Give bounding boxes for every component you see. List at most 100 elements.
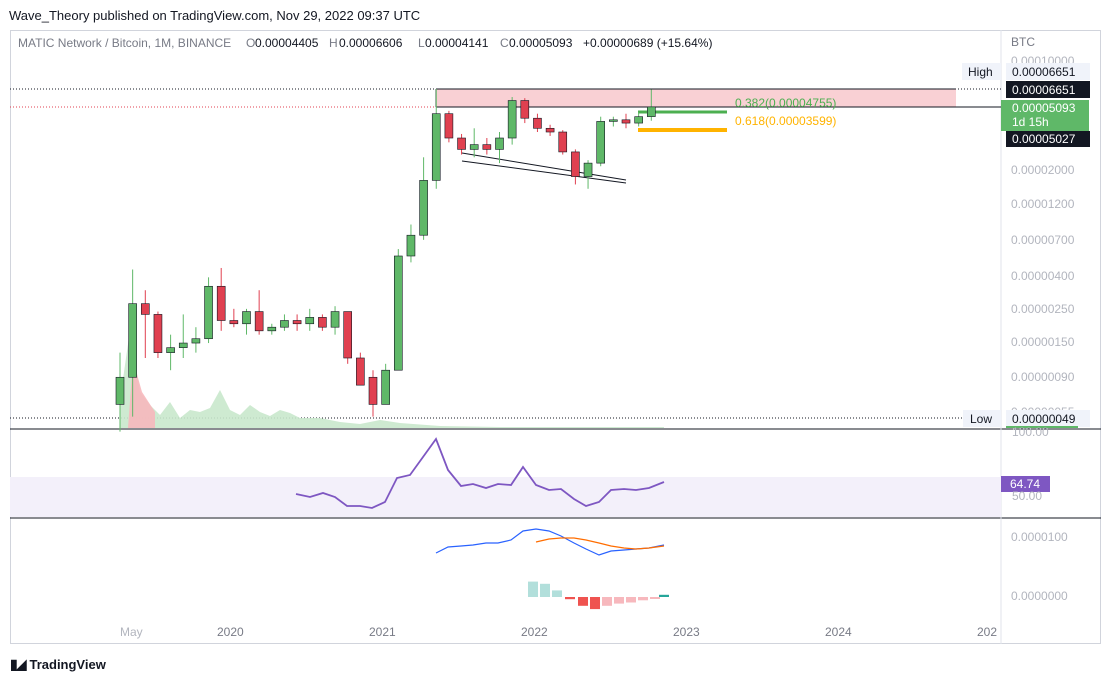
candle-body[interactable]: [406, 234, 416, 257]
time-axis[interactable]: May 2020 2021 2022 2023 2024 202: [120, 625, 997, 639]
last-price-value: 0.00005093: [1012, 101, 1076, 115]
candle-body[interactable]: [191, 338, 201, 344]
rsi-band: [10, 477, 1001, 517]
price-tick: 0.00000400: [1011, 269, 1075, 283]
symbol-title: MATIC Network / Bitcoin, 1M, BINANCE: [18, 36, 231, 50]
last-price-bg: [1001, 100, 1089, 131]
high-value-bg: [1006, 63, 1090, 80]
candle-body[interactable]: [431, 113, 441, 181]
candle-body[interactable]: [646, 106, 656, 117]
candle-body[interactable]: [330, 311, 340, 328]
candle-body[interactable]: [368, 376, 378, 405]
trendline-upper[interactable]: [461, 152, 627, 181]
price-tick: 0.00000250: [1011, 302, 1075, 316]
candle-body[interactable]: [507, 100, 517, 139]
fib-382-label: 0.382(0.00004755): [735, 96, 836, 110]
trendline-lower[interactable]: [461, 160, 627, 184]
candle-body[interactable]: [583, 162, 593, 177]
open-value: 0.00004405: [255, 36, 319, 50]
candle-body[interactable]: [318, 317, 327, 328]
time-tick: 2024: [825, 625, 852, 639]
macd-tick: 0.0000100: [1011, 530, 1068, 544]
macd-histogram-bar: [590, 597, 600, 610]
candle-body[interactable]: [533, 117, 542, 129]
line-price-bg: [1006, 81, 1090, 98]
rsi-hidden-top: 100.00: [1012, 425, 1049, 439]
rsi-value: 64.74: [1010, 477, 1040, 491]
candle-body[interactable]: [178, 342, 188, 348]
bar-countdown: 1d 15h: [1012, 115, 1049, 129]
tradingview-logo-icon: ▮◢: [10, 656, 27, 672]
rsi-line[interactable]: [295, 437, 665, 509]
macd-tick: 0.0000000: [1011, 589, 1068, 603]
macd-line[interactable]: [435, 528, 665, 556]
macd-histogram-bar: [565, 597, 575, 600]
candle-body[interactable]: [166, 347, 175, 353]
low-value-bg: [1006, 410, 1090, 427]
candle-body[interactable]: [609, 119, 618, 122]
candle-body[interactable]: [128, 303, 137, 378]
candle-body[interactable]: [596, 121, 606, 164]
candle-body[interactable]: [305, 317, 315, 325]
candle-body[interactable]: [242, 311, 251, 325]
candle-body[interactable]: [292, 320, 302, 325]
candle-body[interactable]: [381, 369, 390, 405]
candle-body[interactable]: [457, 137, 466, 150]
price-tick: 0.00001200: [1011, 197, 1075, 211]
fib-618-label: 0.618(0.00003599): [735, 114, 836, 128]
high-label: H: [329, 36, 338, 50]
high-value: 0.00006606: [339, 36, 403, 50]
macd-histogram-bar: [552, 590, 562, 597]
low-tag-label: Low: [970, 412, 992, 426]
candle-body[interactable]: [280, 320, 289, 328]
candle-body[interactable]: [229, 320, 239, 325]
fib-price-bg: [1006, 131, 1090, 147]
candle-body[interactable]: [254, 311, 264, 332]
candle-body[interactable]: [356, 357, 365, 386]
macd-histogram-bar: [659, 594, 669, 597]
candle-body[interactable]: [444, 113, 454, 139]
time-tick: 202: [977, 625, 997, 639]
candle-body[interactable]: [141, 303, 150, 315]
signal-line[interactable]: [535, 537, 665, 550]
candle-body[interactable]: [115, 376, 125, 405]
candle-body[interactable]: [545, 127, 555, 133]
chart-frame[interactable]: [10, 30, 1101, 644]
macd-histogram-bar: [540, 583, 550, 597]
candle-body[interactable]: [558, 131, 568, 153]
time-tick: 2020: [217, 625, 244, 639]
macd-histogram-bar: [650, 597, 660, 599]
candle-body[interactable]: [495, 137, 504, 150]
candle-body[interactable]: [469, 144, 479, 150]
macd-histogram-bar: [638, 597, 648, 601]
high-tag-value: 0.00006651: [1012, 65, 1076, 79]
low-value: 0.00004141: [425, 36, 489, 50]
rsi-value-bg: [1001, 476, 1050, 492]
resistance-zone[interactable]: [436, 89, 956, 107]
candle-body[interactable]: [216, 285, 226, 321]
attribution: Wave_Theory published on TradingView.com…: [9, 8, 421, 23]
time-tick: May: [120, 625, 143, 639]
macd-histogram-bar: [578, 597, 588, 606]
candle-body[interactable]: [419, 180, 428, 236]
price-tick: 0.00000700: [1011, 233, 1075, 247]
candle-body[interactable]: [482, 144, 492, 150]
candle-body[interactable]: [267, 326, 277, 332]
candles: [115, 89, 656, 432]
volume-area-green: [120, 330, 664, 428]
time-tick: 2023: [673, 625, 700, 639]
brand-name: TradingView: [29, 657, 106, 672]
candle-body[interactable]: [153, 314, 163, 353]
fib-price-value: 0.00005027: [1012, 132, 1076, 146]
candle-body[interactable]: [204, 285, 213, 340]
candle-body[interactable]: [621, 119, 631, 124]
tradingview-brand[interactable]: ▮◢ TradingView: [10, 656, 106, 673]
candle-body[interactable]: [343, 311, 353, 359]
low-tag-bg: [963, 410, 1001, 427]
candle-body[interactable]: [634, 116, 643, 124]
candle-body[interactable]: [393, 255, 403, 371]
candle-body[interactable]: [571, 151, 580, 177]
low-label: L: [418, 36, 425, 50]
candle-body[interactable]: [520, 100, 530, 119]
